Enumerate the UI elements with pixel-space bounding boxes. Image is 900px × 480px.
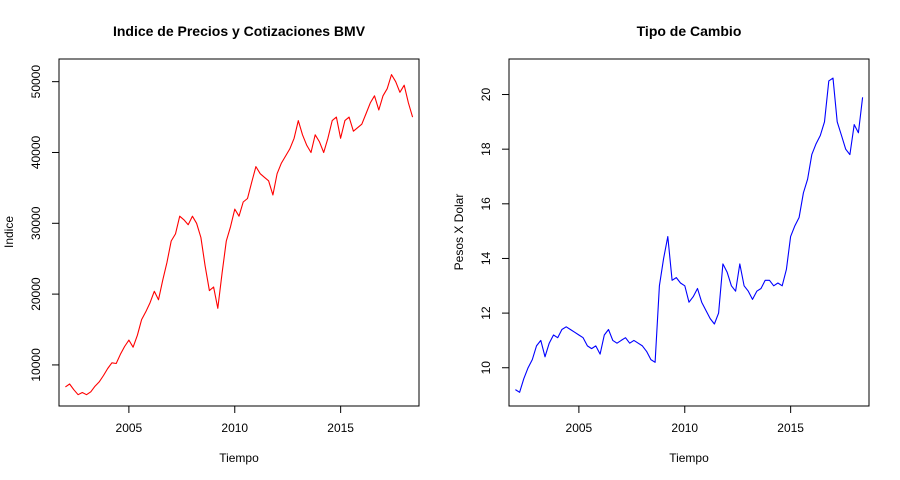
chart-title: Tipo de Cambio [637,23,742,39]
series-group [515,77,864,393]
y-axis: 10 12 14 16 18 20 [479,88,509,375]
chart-ipc: Indice de Precios y Cotizaciones BMV 100… [2,23,420,465]
y-tick-label: 18 [479,142,493,156]
x-tick-label: 2005 [116,421,143,435]
y-tick-label: 10 [479,361,493,375]
y-tick-label: 30000 [29,206,43,240]
x-axis-label: Tiempo [219,451,259,465]
x-axis: 2005 2010 2015 [566,406,804,435]
chart-title: Indice de Precios y Cotizaciones BMV [113,23,366,39]
plot-frame [508,58,870,407]
chart-tipo-cambio: Tipo de Cambio 10 12 14 16 18 20 2005 2010 2015… [452,23,870,465]
y-tick-label: 10000 [29,348,43,382]
y-axis: 10000 20000 30000 40000 50000 [29,65,59,382]
x-axis: 2005 2010 2015 [116,406,354,435]
x-axis-label: Tiempo [669,451,709,465]
plot-frame [58,58,420,407]
x-tick-label: 2015 [777,421,804,435]
series-line [515,77,864,393]
y-tick-label: 20000 [29,277,43,311]
series-group [65,74,414,396]
series-line [65,74,414,396]
y-tick-label: 20 [479,88,493,102]
x-tick-label: 2015 [327,421,354,435]
x-tick-label: 2010 [221,421,248,435]
x-tick-label: 2005 [566,421,593,435]
y-tick-label: 16 [479,197,493,211]
y-tick-label: 40000 [29,135,43,169]
y-axis-label: Pesos X Dolar [452,194,466,271]
x-tick-label: 2010 [671,421,698,435]
y-tick-label: 14 [479,251,493,265]
y-tick-label: 50000 [29,65,43,99]
y-axis-label: Indice [2,216,16,248]
y-tick-label: 12 [479,306,493,320]
